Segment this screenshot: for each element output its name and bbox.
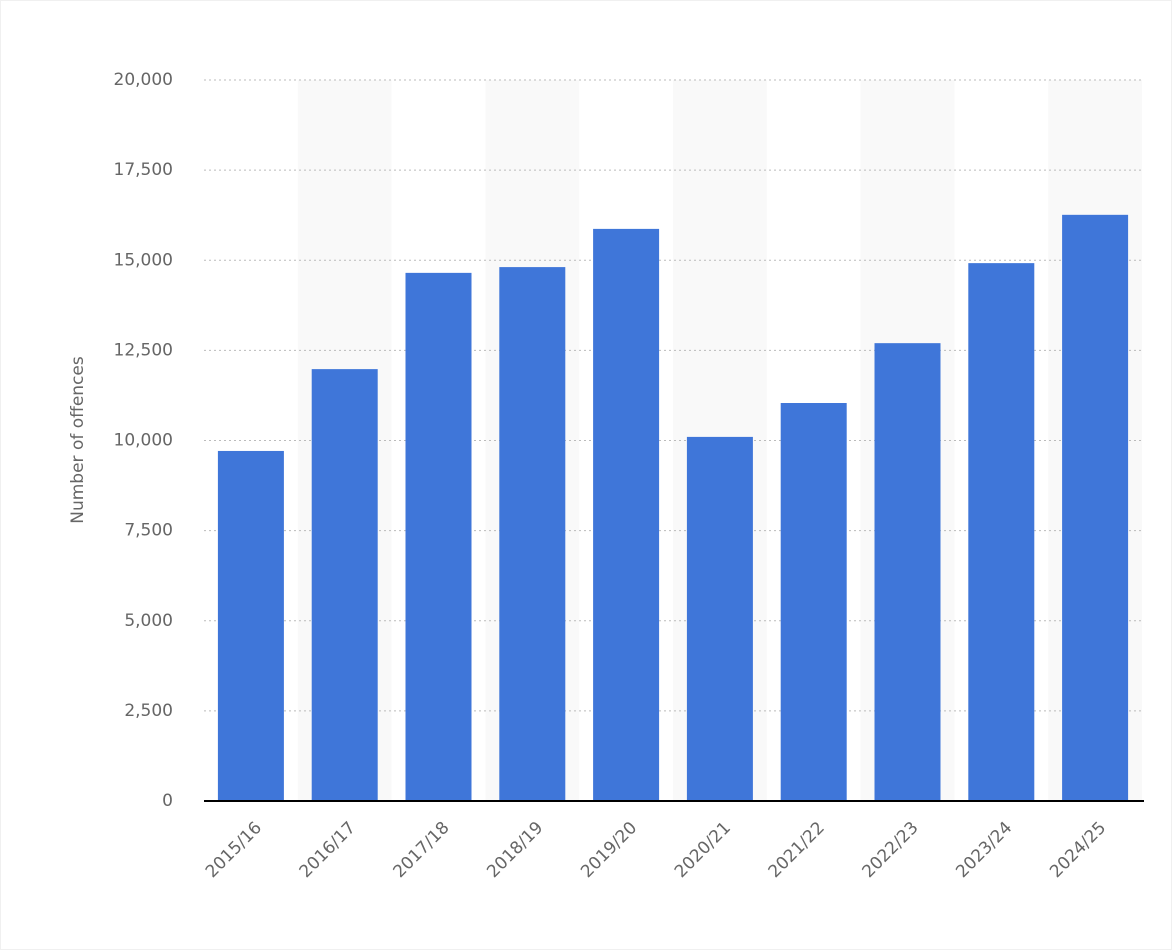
- bar: [874, 343, 941, 801]
- y-tick-label: 17,500: [114, 160, 173, 180]
- y-tick-label: 10,000: [114, 431, 173, 451]
- y-axis-label: Number of offences: [68, 356, 88, 524]
- bar: [217, 450, 284, 801]
- y-tick-label: 15,000: [114, 250, 173, 270]
- y-tick-label: 0: [162, 791, 173, 811]
- y-tick-label: 5,000: [124, 611, 173, 631]
- bar: [1062, 214, 1129, 801]
- y-tick-label: 7,500: [124, 521, 173, 541]
- bar: [780, 403, 847, 801]
- y-tick-label: 2,500: [124, 701, 173, 721]
- bar: [311, 369, 378, 801]
- bar: [686, 436, 753, 801]
- bar: [593, 228, 660, 802]
- y-tick-label: 20,000: [114, 70, 173, 90]
- bar: [405, 272, 472, 801]
- bar: [499, 267, 566, 801]
- y-tick-label: 12,500: [114, 340, 173, 360]
- bar: [968, 263, 1035, 801]
